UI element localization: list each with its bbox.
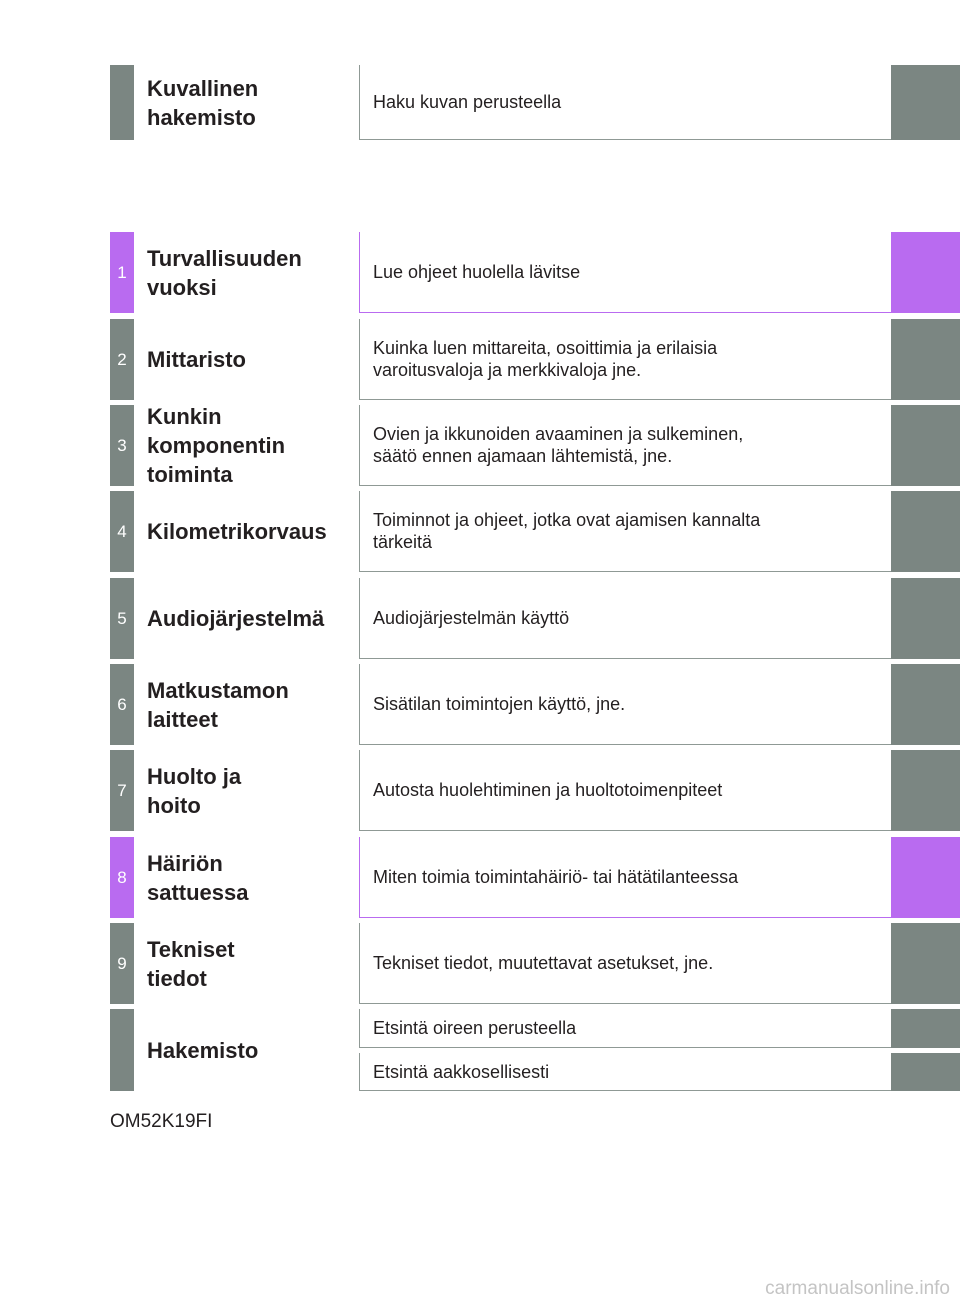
chapter-description: Autosta huolehtiminen ja huoltotoimenpit… — [359, 750, 891, 831]
chapter-row-2[interactable]: 2 Mittaristo Kuinka luen mittareita, oso… — [0, 319, 960, 400]
chapter-number: 3 — [110, 405, 134, 486]
index-row[interactable]: Hakemisto Etsintä oireen perusteella Ets… — [0, 1009, 960, 1091]
chapter-edge-tab[interactable] — [891, 664, 960, 745]
index-item-label: Etsintä oireen perusteella — [359, 1009, 891, 1048]
picture-index-row[interactable]: Kuvallinen hakemisto Haku kuvan perustee… — [0, 65, 960, 140]
chapter-edge-tab[interactable] — [891, 578, 960, 659]
chapter-row-3[interactable]: 3 Kunkin komponentin toiminta Ovien ja i… — [0, 404, 960, 487]
chapter-edge-tab[interactable] — [891, 232, 960, 313]
chapter-number: 9 — [110, 923, 134, 1004]
index-edge-tab[interactable] — [891, 1009, 960, 1048]
chapter-title: Kunkin komponentin toiminta — [147, 404, 286, 487]
chapter-number: 1 — [110, 232, 134, 313]
chapter-number: 6 — [110, 664, 134, 745]
chapter-edge-tab[interactable] — [891, 923, 960, 1004]
chapter-title: Audiojärjestelmä — [147, 606, 325, 631]
picture-index-title: Kuvallinen hakemisto — [147, 75, 259, 130]
index-item-symptom[interactable]: Etsintä oireen perusteella — [0, 1009, 960, 1048]
chapter-title: Mittaristo — [147, 347, 246, 372]
chapter-number: 5 — [110, 578, 134, 659]
chapter-title: Matkustamon laitteet — [147, 677, 289, 732]
index-item-alphabetical[interactable]: Etsintä aakkosellisesti — [0, 1053, 960, 1091]
chapter-description: Lue ohjeet huolella lävitse — [359, 232, 891, 313]
chapter-description: Kuinka luen mittareita, osoittimia ja er… — [359, 319, 891, 400]
index-edge-tab[interactable] — [891, 1053, 960, 1091]
chapter-edge-tab[interactable] — [891, 405, 960, 486]
picture-index-description: Haku kuvan perusteella — [359, 65, 891, 140]
chapter-row-4[interactable]: 4 Kilometrikorvaus Toiminnot ja ohjeet, … — [0, 491, 960, 572]
chapter-title: Kilometrikorvaus — [147, 519, 327, 544]
picture-index-tab — [110, 65, 134, 140]
index-title: Hakemisto — [147, 1037, 259, 1063]
document-code: OM52K19FI — [110, 1111, 213, 1132]
picture-index-edge-tab — [891, 65, 960, 140]
chapter-edge-tab[interactable] — [891, 837, 960, 918]
watermark: carmanualsonline.info — [765, 1278, 950, 1299]
chapter-title: Turvallisuuden vuoksi — [147, 245, 302, 300]
chapter-edge-tab[interactable] — [891, 750, 960, 831]
chapter-number: 7 — [110, 750, 134, 831]
chapter-row-5[interactable]: 5 Audiojärjestelmä Audiojärjestelmän käy… — [0, 578, 960, 659]
index-tab — [110, 1009, 134, 1091]
chapter-number: 2 — [110, 319, 134, 400]
chapter-description: Sisätilan toimintojen käyttö, jne. — [359, 664, 891, 745]
chapter-title: Huolto ja hoito — [147, 763, 242, 818]
chapter-title: Häiriön sattuessa — [147, 850, 249, 905]
chapter-number: 8 — [110, 837, 134, 918]
chapter-description: Tekniset tiedot, muutettavat asetukset, … — [359, 923, 891, 1004]
chapter-row-8[interactable]: 8 Häiriön sattuessa Miten toimia toimint… — [0, 837, 960, 918]
chapter-description: Audiojärjestelmän käyttö — [359, 578, 891, 659]
index-item-label: Etsintä aakkosellisesti — [359, 1053, 891, 1091]
chapter-row-7[interactable]: 7 Huolto ja hoito Autosta huolehtiminen … — [0, 750, 960, 831]
chapter-description: Ovien ja ikkunoiden avaaminen ja sulkemi… — [359, 405, 891, 486]
chapter-edge-tab[interactable] — [891, 491, 960, 572]
chapter-row-1[interactable]: 1 Turvallisuuden vuoksi Lue ohjeet huole… — [0, 232, 960, 313]
chapter-description: Toiminnot ja ohjeet, jotka ovat ajamisen… — [359, 491, 891, 572]
chapter-number: 4 — [110, 491, 134, 572]
chapter-row-6[interactable]: 6 Matkustamon laitteet Sisätilan toimint… — [0, 664, 960, 745]
chapter-edge-tab[interactable] — [891, 319, 960, 400]
chapter-row-9[interactable]: 9 Tekniset tiedot Tekniset tiedot, muute… — [0, 923, 960, 1004]
chapter-title: Tekniset tiedot — [147, 936, 235, 991]
chapter-description: Miten toimia toimintahäiriö- tai hätätil… — [359, 837, 891, 918]
